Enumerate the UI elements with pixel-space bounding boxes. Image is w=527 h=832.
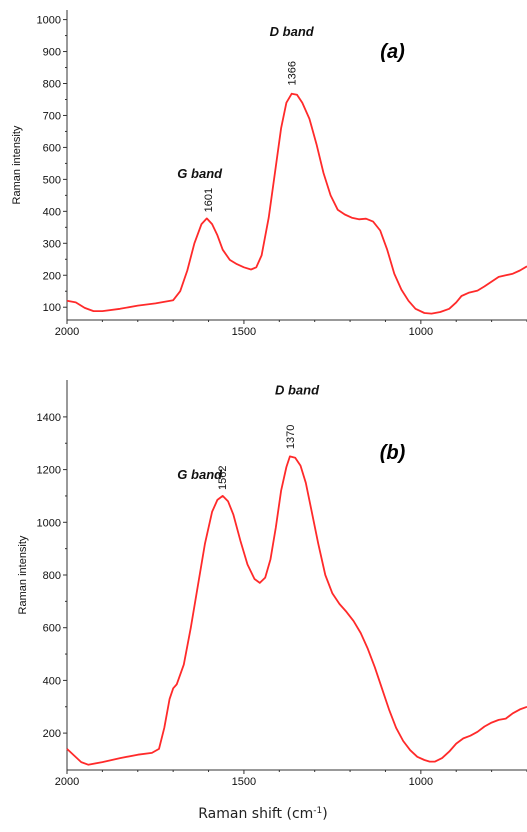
y-axis-label: Raman intensity <box>17 535 29 614</box>
panel-label: (a) <box>380 41 405 63</box>
y-tick-label: 100 <box>43 302 61 314</box>
y-tick-label: 500 <box>43 174 61 186</box>
raman-spectrum-line <box>66 92 527 315</box>
y-tick-label: 200 <box>43 270 61 282</box>
y-tick-label: 600 <box>43 142 61 154</box>
panel-label: (b) <box>380 442 406 464</box>
x-axis-label-superscript: -1 <box>313 806 322 816</box>
y-tick-label: 800 <box>43 570 61 582</box>
x-tick-label: 1000 <box>409 326 433 338</box>
x-tick-label: 2000 <box>55 326 79 338</box>
y-tick-label: 400 <box>43 206 61 218</box>
raman-spectrum-line <box>66 455 527 766</box>
x-axis-label: Raman shift (cm-1) <box>198 806 327 822</box>
band-annotation: G band <box>177 467 223 482</box>
band-annotation: D band <box>270 24 315 39</box>
y-axis-label: Raman intensity <box>11 125 23 204</box>
band-annotation: D band <box>275 382 320 397</box>
peak-position-label: 1562 <box>217 465 229 489</box>
y-tick-label: 1200 <box>37 465 61 477</box>
peak-position-label: 1370 <box>285 425 297 449</box>
panel-b-chart: 200 400 600 800 1000 1200 1400 2000 1500 1000 Rama… <box>17 380 527 788</box>
peak-position-label: 1366 <box>286 61 298 85</box>
x-tick-label: 1500 <box>232 776 256 788</box>
y-tick-label: 1400 <box>37 412 61 424</box>
y-tick-label: 300 <box>43 238 61 250</box>
y-tick-label: 800 <box>43 79 61 91</box>
y-tick-label: 700 <box>43 110 61 122</box>
x-tick-label: 1500 <box>232 326 256 338</box>
band-annotation: G band <box>177 166 223 181</box>
y-tick-label: 1000 <box>37 517 61 529</box>
y-tick-label: 200 <box>43 728 61 740</box>
x-tick-label: 1000 <box>409 776 433 788</box>
y-tick-label: 900 <box>43 47 61 59</box>
x-tick-label: 2000 <box>55 776 79 788</box>
peak-position-label: 1601 <box>203 188 215 212</box>
panel-a-chart: 100 200 300 400 500 600 700 800 900 1000 2000 1500 1… <box>11 10 527 338</box>
y-tick-label: 400 <box>43 675 61 687</box>
y-tick-label: 1000 <box>37 15 61 27</box>
y-tick-label: 600 <box>43 623 61 635</box>
